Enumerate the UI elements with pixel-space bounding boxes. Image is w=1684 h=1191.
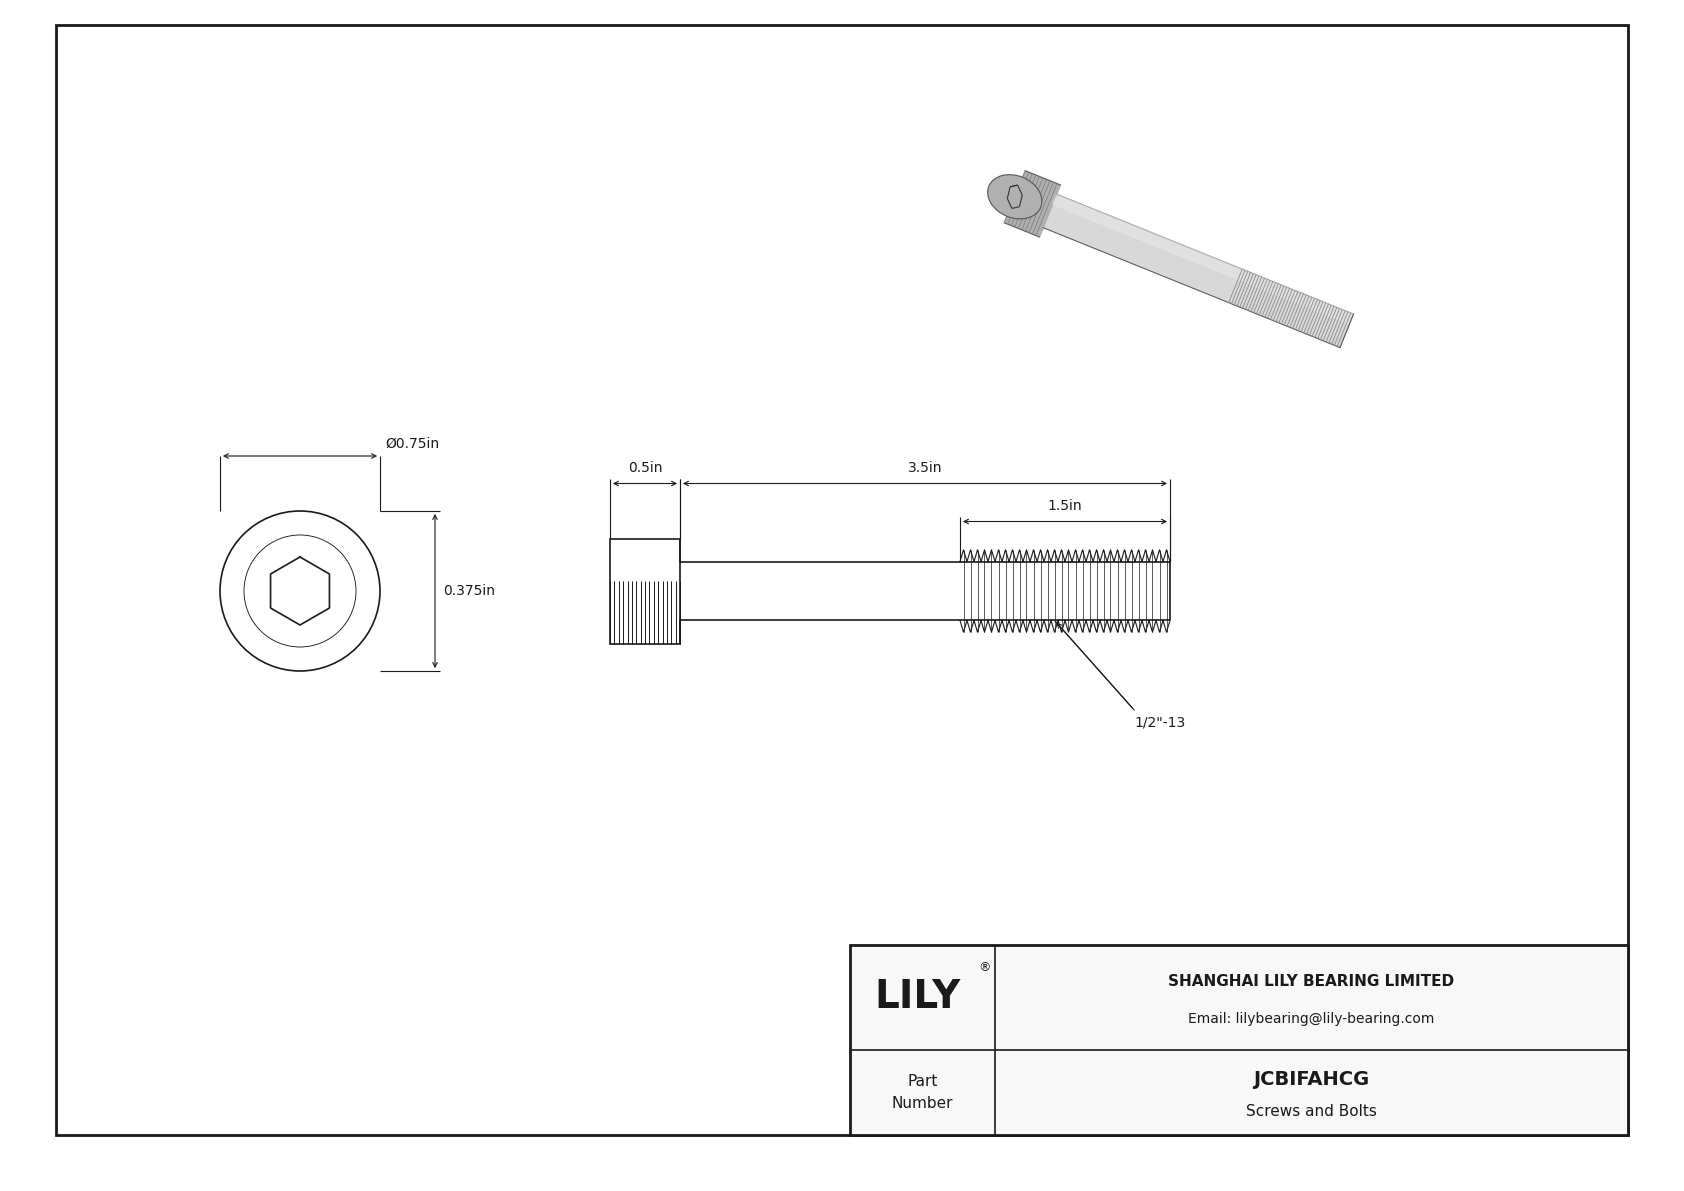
Polygon shape: [1044, 194, 1354, 348]
Text: LILY: LILY: [874, 979, 960, 1016]
Text: Screws and Bolts: Screws and Bolts: [1246, 1104, 1378, 1118]
Bar: [610, 538, 680, 643]
Text: 0.5in: 0.5in: [628, 461, 662, 475]
Text: 1/2"-13: 1/2"-13: [1135, 716, 1186, 729]
Bar: [850, 944, 1628, 1135]
Text: SHANGHAI LILY BEARING LIMITED: SHANGHAI LILY BEARING LIMITED: [1169, 974, 1455, 990]
Text: JCBIFAHCG: JCBIFAHCG: [1253, 1071, 1369, 1090]
Bar: [850, 944, 1628, 1135]
Text: Email: lilybearing@lily-bearing.com: Email: lilybearing@lily-bearing.com: [1189, 1011, 1435, 1025]
Text: 0.375in: 0.375in: [443, 584, 495, 598]
Polygon shape: [1004, 170, 1061, 237]
Ellipse shape: [987, 175, 1042, 219]
Text: 3.5in: 3.5in: [908, 461, 943, 475]
Text: Part
Number: Part Number: [893, 1074, 953, 1110]
Polygon shape: [1052, 194, 1354, 324]
Text: Ø0.75in: Ø0.75in: [386, 437, 440, 451]
Text: ®: ®: [978, 961, 990, 974]
Text: 1.5in: 1.5in: [1047, 499, 1083, 513]
